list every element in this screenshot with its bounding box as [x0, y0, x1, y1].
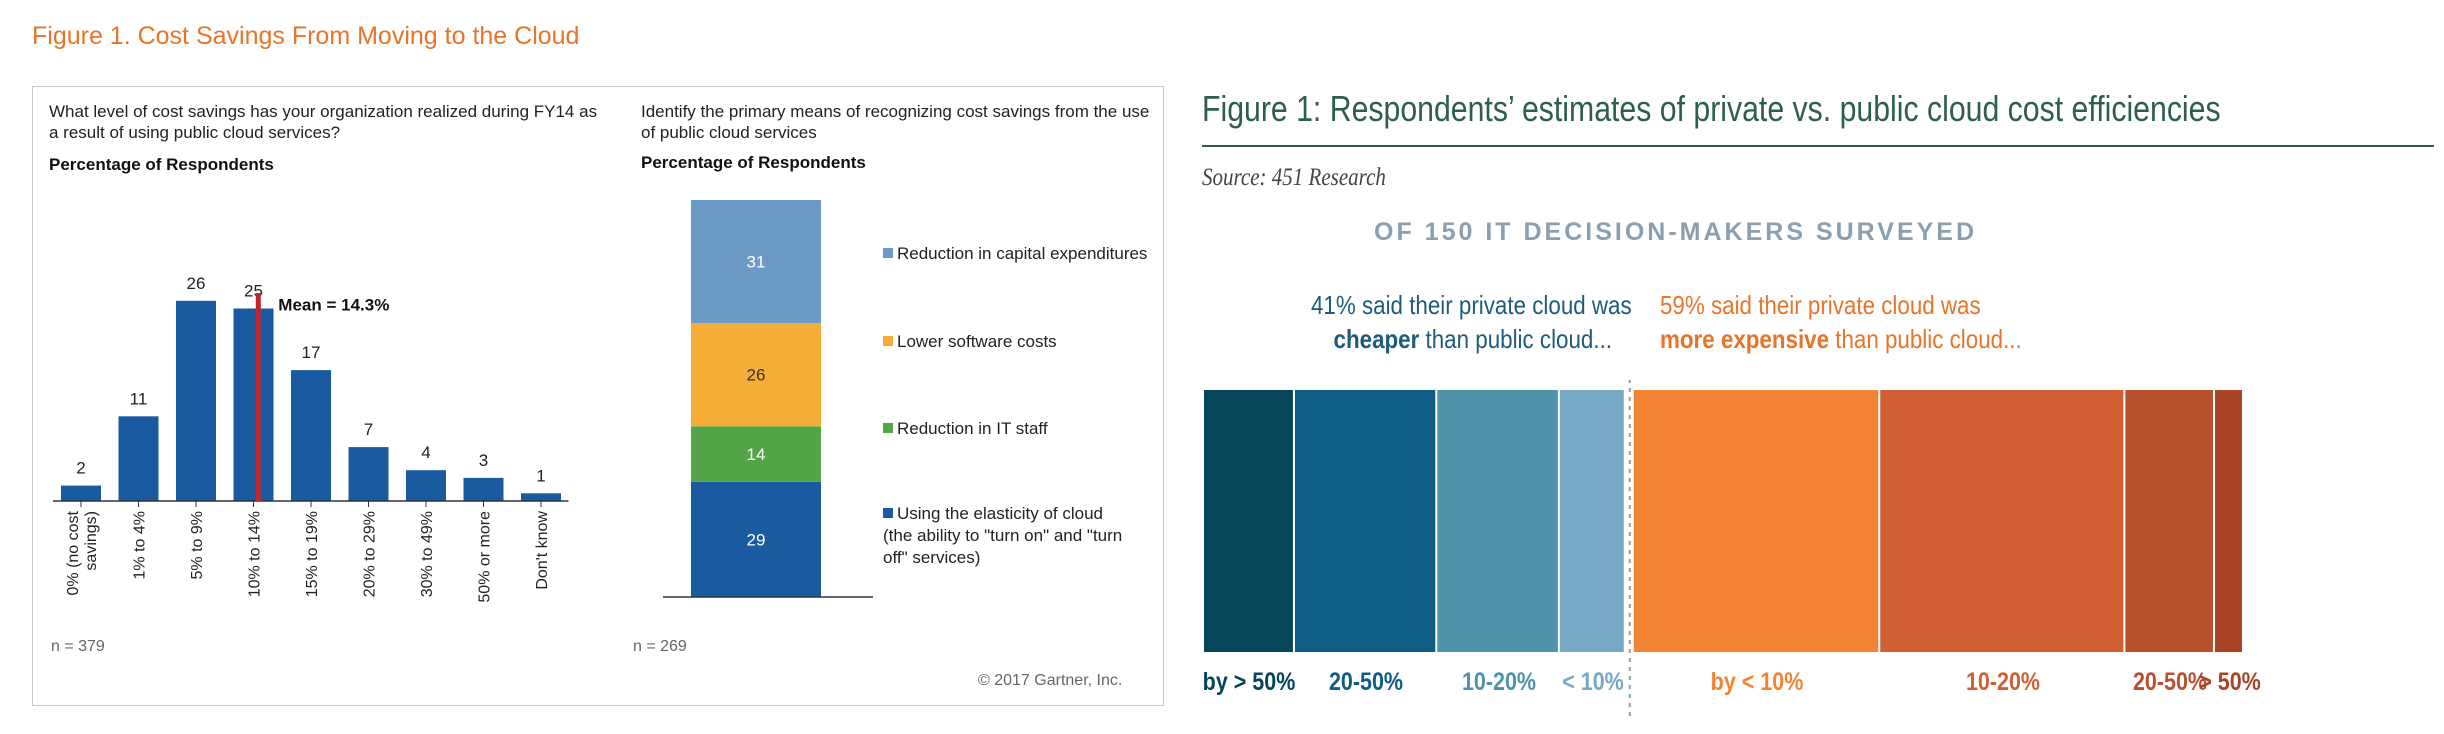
survey-headline: OF 150 IT DECISION-MAKERS SURVEYED [1374, 218, 1978, 246]
stack-value-label-1: 14 [747, 445, 766, 464]
bar-value-label-4: 17 [302, 343, 321, 362]
stack-segment-1 [691, 426, 821, 482]
category-label-group-4: 15% to 19% [304, 511, 321, 597]
right-figure-title: Figure 1: Respondents’ estimates of priv… [1202, 88, 2221, 129]
bar-value-label-8: 1 [536, 466, 545, 485]
stack-segment-3 [691, 200, 821, 324]
source-text: Source: 451 Research [1202, 164, 1386, 191]
segment-bar-2 [1437, 390, 1558, 652]
segment-label-4: by < 10% [1710, 668, 1804, 696]
stack-segment-2 [691, 323, 821, 427]
bar-value-label-1: 11 [130, 389, 148, 408]
segment-label-2: 10-20% [1461, 668, 1536, 696]
segment-label-6: 20-50% [2133, 668, 2208, 696]
bar-5 [348, 447, 389, 501]
bar-value-label-5: 7 [364, 420, 373, 439]
bar-7 [463, 477, 504, 501]
bar-chart-n: n = 379 [51, 638, 105, 655]
bar-value-label-0: 2 [76, 459, 85, 478]
segment-label-3: < 10% [1562, 668, 1624, 696]
bar-0 [61, 485, 101, 501]
stack-value-label-3: 31 [747, 253, 766, 272]
cheaper-statement-line2: cheaper than public cloud... [1311, 322, 1612, 356]
cheaper-rest: than public cloud... [1419, 324, 1612, 354]
bar-6 [406, 470, 446, 501]
left-figure-title: Figure 1. Cost Savings From Moving to th… [32, 22, 580, 50]
bar-value-label-2: 26 [187, 274, 206, 293]
title-rule [1202, 145, 2434, 147]
bar-8 [521, 493, 561, 501]
segment-bar-0 [1204, 390, 1293, 652]
cheaper-statement: 41% said their private cloud was cheaper… [1311, 288, 1632, 356]
legend-swatch-capital [883, 248, 893, 258]
segment-bar-6 [2125, 390, 2214, 652]
expensive-keyword: more expensive [1660, 324, 1830, 354]
legend-item-capital: Reduction in capital expenditures [883, 243, 1153, 265]
category-label-4: 15% to 19% [304, 511, 321, 597]
expensive-statement-line2: more expensive than public cloud... [1660, 322, 2022, 356]
category-label-1: 1% to 4% [132, 511, 149, 579]
category-label-group-0: 0% (no cost savings) [65, 510, 100, 595]
category-label-7: 50% or more [477, 511, 494, 603]
segment-label-5: 10-20% [1965, 668, 2040, 696]
bar-3 [233, 308, 274, 501]
category-label-group-3: 10% to 14% [247, 511, 264, 597]
legend-swatch-staff [883, 423, 893, 433]
segment-bar-5 [1880, 390, 2124, 652]
bar-chart-ylabel: Percentage of Respondents [49, 155, 274, 174]
legend-label-elasticity: Using the elasticity of cloud (the abili… [883, 504, 1123, 567]
segment-bar-3 [1559, 390, 1624, 652]
gartner-chart-panel: What level of cost savings has your orga… [32, 86, 1164, 706]
legend-item-staff: Reduction in IT staff [883, 418, 1153, 440]
bar-chart-question: What level of cost savings has your orga… [49, 102, 598, 142]
segment-label-0: by > 50% [1203, 668, 1296, 696]
copyright-text: © 2017 Gartner, Inc. [978, 672, 1123, 689]
category-label-5: 20% to 29% [362, 511, 379, 597]
segment-bar-1 [1294, 390, 1436, 652]
segment-label-7: > 50% [2198, 668, 2261, 696]
legend-label-software: Lower software costs [897, 332, 1057, 351]
legend-swatch-software [883, 336, 893, 346]
bar-4 [291, 370, 331, 501]
legend-label-capital: Reduction in capital expenditures [897, 244, 1148, 263]
category-label-0-b: savings) [83, 511, 100, 571]
expensive-rest: than public cloud... [1829, 324, 2022, 354]
bar-value-label-7: 3 [479, 451, 488, 470]
category-label-2: 5% to 9% [189, 511, 206, 579]
stack-chart-question: Identify the primary means of recognizin… [641, 102, 1150, 142]
gartner-charts-svg: 2 0% (no cost savings) 11 1% to 4% 26 5% to 9%… [53, 200, 873, 603]
category-label-group-1: 1% to 4% [132, 511, 149, 579]
category-label-3: 10% to 14% [247, 511, 264, 597]
stack-value-label-2: 26 [747, 366, 766, 385]
legend-item-software: Lower software costs [883, 331, 1153, 353]
segment-label-1: 20-50% [1329, 668, 1404, 696]
stack-segment-0 [691, 481, 821, 597]
expensive-statement-line1: 59% said their private cloud was [1660, 290, 1981, 320]
legend-swatch-elasticity [883, 508, 893, 518]
category-label-0-a: 0% (no cost [65, 510, 82, 595]
legend-item-elasticity: Using the elasticity of cloud (the abili… [883, 503, 1133, 569]
expensive-statement: 59% said their private cloud was more ex… [1660, 288, 2022, 356]
category-label-group-6: 30% to 49% [419, 511, 436, 597]
category-label-group-8: Don't know [534, 511, 551, 590]
cloud-efficiency-svg [1204, 380, 2242, 720]
segment-bar-4 [1633, 390, 1879, 652]
cheaper-keyword: cheaper [1333, 324, 1420, 354]
bar-1 [118, 416, 159, 501]
category-label-8: Don't know [534, 511, 551, 590]
category-label-6: 30% to 49% [419, 511, 436, 597]
category-label-group-2: 5% to 9% [189, 511, 206, 579]
stack-chart-n: n = 269 [633, 638, 687, 655]
category-label-group-7: 50% or more [477, 511, 494, 603]
legend-label-staff: Reduction in IT staff [897, 419, 1048, 438]
bar-2 [176, 300, 216, 501]
stack-value-label-0: 29 [747, 530, 766, 549]
segment-bar-7 [2215, 390, 2242, 652]
stack-chart-ylabel: Percentage of Respondents [641, 153, 866, 172]
category-label-group-5: 20% to 29% [362, 511, 379, 597]
bar-value-label-6: 4 [421, 443, 430, 462]
mean-label: Mean = 14.3% [278, 296, 389, 315]
cheaper-statement-line1: 41% said their private cloud was [1311, 290, 1632, 320]
